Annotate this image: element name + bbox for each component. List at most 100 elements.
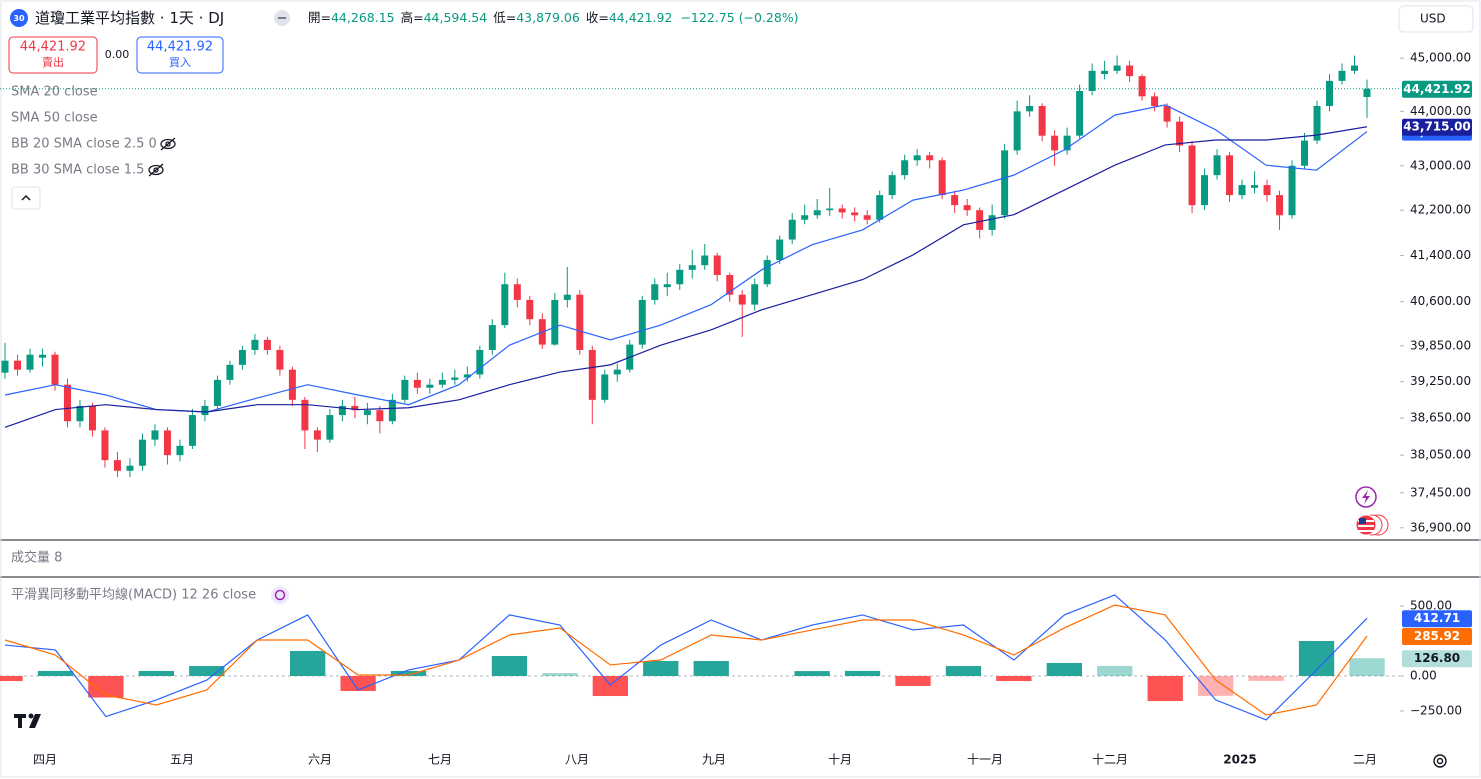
- y-tick-label: 39,850.00: [1410, 338, 1471, 352]
- histogram-bar: [138, 670, 174, 676]
- histogram-bar: [88, 675, 124, 698]
- candle-body: [788, 219, 796, 240]
- candle-body: [813, 210, 821, 216]
- candle-body: [851, 212, 859, 216]
- histogram-bar: [1349, 658, 1385, 676]
- candle-body: [688, 265, 696, 270]
- candle-body: [663, 284, 671, 288]
- candle-body: [238, 349, 246, 365]
- y-tick-label: 42,200.00: [1410, 203, 1471, 217]
- candle-body: [88, 405, 96, 431]
- economic-events[interactable]: [1355, 514, 1389, 536]
- events-bolt: [1362, 490, 1370, 504]
- histogram-bar: [0, 675, 23, 682]
- indicator-line: [4, 104, 1368, 413]
- histogram-bar: [592, 675, 628, 697]
- candle-body: [313, 430, 321, 440]
- price-tag: [1402, 610, 1472, 628]
- candle-body: [701, 255, 709, 266]
- candle-body: [338, 405, 346, 416]
- candle-body: [1088, 70, 1096, 92]
- macd-label: 平滑異同移動平均線(MACD) 12 26 close: [11, 587, 256, 603]
- candle-body: [1101, 70, 1109, 75]
- candle-body: [676, 269, 684, 285]
- candle-body: [1151, 96, 1159, 106]
- candle-body: [1338, 70, 1346, 81]
- hidden-icon[interactable]: [148, 163, 164, 177]
- hidden-icon[interactable]: [160, 137, 176, 151]
- buy-button[interactable]: [136, 36, 224, 74]
- candle-body: [1013, 111, 1021, 151]
- y-tick-label: 0.00: [1410, 668, 1437, 682]
- candle-body: [951, 195, 959, 206]
- ohlc-key: 收=: [586, 10, 609, 25]
- histogram-bar: [643, 661, 679, 676]
- histogram-bar: [1147, 675, 1183, 702]
- sell-price: 44,421.92: [20, 40, 86, 55]
- y-tick-label: 41,400.00: [1410, 248, 1471, 262]
- candle-body: [1001, 150, 1009, 216]
- y-tick-label: −250.00: [1410, 703, 1462, 717]
- histogram-bar: [895, 675, 931, 686]
- candle-body: [376, 410, 384, 422]
- candle-body: [638, 299, 646, 345]
- y-tick-label: 36,900.00: [1410, 520, 1471, 534]
- currency: USD: [1420, 12, 1446, 26]
- y-tick-label: 38,050.00: [1410, 448, 1471, 462]
- badge-text: 30: [13, 14, 25, 23]
- candle-body: [826, 208, 834, 211]
- ohlc-value: 44,268.15: [331, 10, 395, 25]
- tv-logo[interactable]: [14, 713, 41, 729]
- collapse-button[interactable]: [11, 186, 41, 210]
- candle-body: [913, 155, 921, 161]
- x-tick-label: 八月: [565, 753, 589, 767]
- candle-body: [501, 284, 509, 326]
- candle-body: [38, 354, 46, 358]
- settings-icon[interactable]: [1433, 754, 1447, 768]
- candle-body: [126, 465, 134, 471]
- symbol-name: 道瓊工業平均指數: [35, 9, 155, 27]
- candle-body: [1138, 76, 1146, 97]
- macd-icon[interactable]: [271, 586, 289, 604]
- indicator-line: [4, 126, 1368, 428]
- candle-body: [1188, 145, 1196, 206]
- candle-body: [326, 415, 334, 440]
- sell-label: 賣出: [42, 55, 64, 69]
- candle-body: [413, 379, 421, 388]
- candle-body: [138, 439, 146, 466]
- indicator-line: [4, 604, 1368, 716]
- spread: 0.00: [105, 48, 130, 61]
- candle-body: [113, 460, 121, 471]
- candle-body: [226, 364, 234, 380]
- y-tick-label: 37,450.00: [1410, 485, 1471, 499]
- sell-button[interactable]: [8, 36, 98, 74]
- currency-button[interactable]: [1398, 5, 1474, 33]
- candle-body: [76, 405, 84, 422]
- price-tag-label: 126.80: [1414, 651, 1460, 665]
- candle-body: [1063, 135, 1071, 151]
- exchange: DJ: [208, 9, 224, 27]
- x-tick-label: 五月: [170, 753, 194, 767]
- candle-body: [351, 405, 359, 411]
- indicator-label: BB 30 SMA close 1.5: [11, 163, 144, 178]
- x-tick-label: 十一月: [967, 753, 1003, 767]
- candle-body: [1313, 105, 1321, 141]
- candle-body: [1076, 91, 1084, 136]
- sep: ·: [155, 9, 169, 27]
- collapse-icon: [21, 194, 31, 201]
- candle-body: [926, 155, 934, 161]
- candle-body: [1251, 185, 1259, 188]
- price-tag-label: 412.71: [1414, 611, 1460, 625]
- candle-body: [876, 195, 884, 220]
- candle-body: [1038, 105, 1046, 136]
- candle-body: [1288, 165, 1296, 216]
- ohlc-header: 開=44,268.15 高=44,594.54 低=43,879.06 收=44,42…: [308, 10, 799, 25]
- candle-body: [251, 339, 259, 350]
- x-tick-label: 九月: [702, 753, 726, 767]
- histogram-bar: [491, 655, 528, 676]
- candle-body: [838, 208, 846, 213]
- candle-body: [363, 410, 371, 416]
- price-tag-label: 285.92: [1414, 629, 1460, 643]
- candle-body: [13, 360, 21, 370]
